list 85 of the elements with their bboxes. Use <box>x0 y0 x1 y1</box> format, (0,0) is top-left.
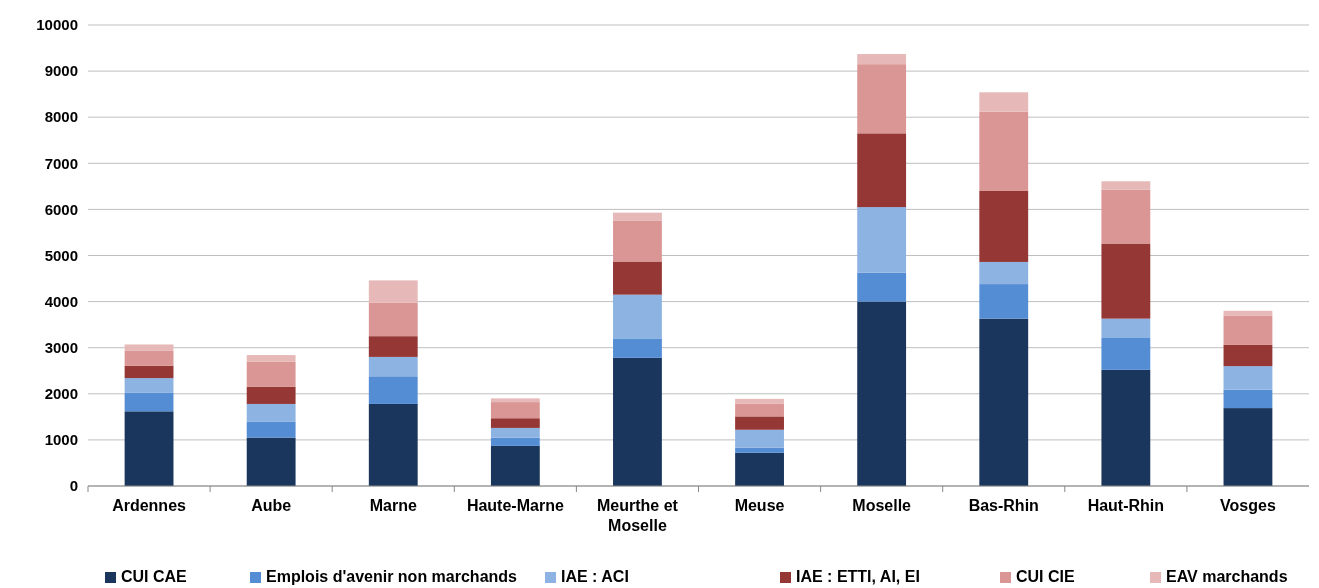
bar <box>490 398 540 403</box>
bar <box>613 261 662 295</box>
bar <box>124 392 174 412</box>
bar <box>1223 408 1273 486</box>
y-tick-label: 5000 <box>44 246 78 264</box>
bar <box>490 445 540 486</box>
bar <box>124 411 174 486</box>
x-tick-label: Meurthe et Moselle <box>597 497 679 534</box>
bar <box>368 280 418 303</box>
legend-label: CUI CAE <box>121 568 188 585</box>
bar <box>1223 315 1273 345</box>
bar <box>735 403 784 417</box>
bar <box>124 365 174 379</box>
x-tick-label: Meuse <box>734 497 785 514</box>
bar <box>1101 243 1151 319</box>
legend-label: CUI CIE <box>1016 568 1075 585</box>
y-tick-label: 2000 <box>44 385 78 403</box>
x-tick-label: Aube <box>251 497 292 514</box>
bar <box>490 437 540 446</box>
bar <box>246 403 296 422</box>
bar <box>490 402 540 419</box>
bar <box>979 190 1029 262</box>
bar <box>613 294 662 339</box>
bar <box>124 350 174 366</box>
bar <box>1223 389 1273 409</box>
bar <box>1101 189 1151 244</box>
bar <box>368 376 418 404</box>
bar <box>857 133 907 208</box>
y-tick-label: 6000 <box>44 200 78 218</box>
bar <box>735 429 784 448</box>
x-tick-label: Bas-Rhin <box>968 497 1039 514</box>
bar <box>368 336 418 357</box>
x-tick-label: Ardennes <box>112 497 187 514</box>
bar <box>368 403 418 486</box>
bar <box>613 338 662 358</box>
bar <box>246 355 296 362</box>
bar <box>735 447 784 453</box>
legend-label: EAV marchands <box>1166 568 1288 585</box>
x-tick-label: Haute-Marne <box>466 497 564 514</box>
bar <box>246 361 296 387</box>
bar <box>124 344 174 351</box>
y-tick-label: 3000 <box>44 338 78 356</box>
x-tick-label: Vosges <box>1220 497 1276 514</box>
x-tick-label: Marne <box>369 497 417 514</box>
bar <box>979 318 1029 486</box>
y-tick-label: 7000 <box>44 154 78 172</box>
bar <box>735 452 784 486</box>
bar <box>857 64 907 134</box>
y-tick-label: 9000 <box>44 62 78 80</box>
bar <box>857 54 907 65</box>
bar <box>490 427 540 438</box>
bar <box>246 421 296 438</box>
bar <box>1101 181 1151 190</box>
y-tick-label: 1000 <box>44 431 78 449</box>
y-tick-label: 8000 <box>44 108 78 126</box>
bar <box>857 301 907 486</box>
bar <box>857 207 907 273</box>
bar <box>368 356 418 377</box>
x-tick-label: Moselle <box>852 497 912 514</box>
bar <box>613 212 662 221</box>
bar <box>979 111 1029 191</box>
y-tick-label: 10000 <box>36 16 78 34</box>
bar <box>1223 344 1273 367</box>
y-tick-label: 0 <box>69 477 78 495</box>
legend-label: IAE : ACI <box>561 568 629 585</box>
bar <box>1101 369 1151 486</box>
bar <box>979 92 1029 112</box>
bar <box>368 302 418 337</box>
bar <box>246 386 296 404</box>
bar <box>735 416 784 430</box>
bar <box>613 357 662 486</box>
bar <box>124 378 174 393</box>
y-tick-label: 4000 <box>44 292 78 310</box>
bar <box>1223 366 1273 390</box>
bar <box>490 418 540 428</box>
bar <box>979 261 1029 285</box>
bar <box>613 220 662 262</box>
legend-label: IAE : ETTI, AI, EI <box>796 568 920 585</box>
bar <box>1101 318 1151 339</box>
bar <box>857 272 907 302</box>
bar <box>246 437 296 486</box>
legend-label: Emplois d'avenir non marchands <box>266 568 518 585</box>
bar <box>1101 338 1151 370</box>
x-tick-label: Haut-Rhin <box>1087 497 1165 514</box>
bar <box>979 284 1029 319</box>
